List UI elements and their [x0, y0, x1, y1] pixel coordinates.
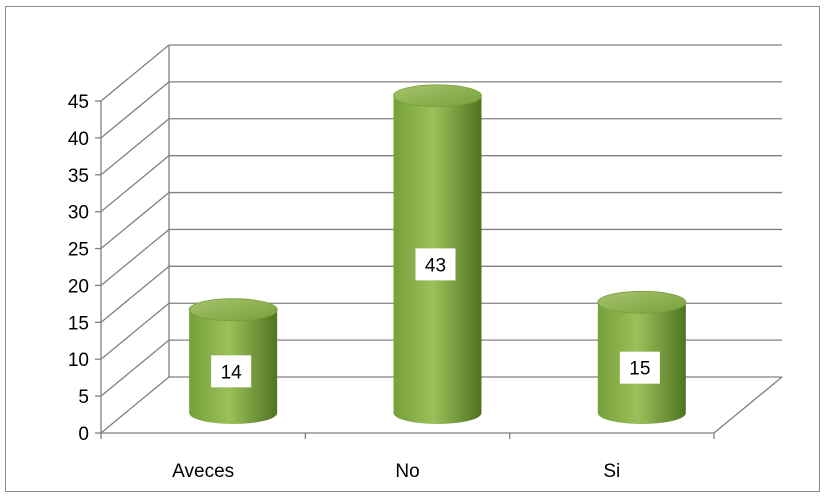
- y-tick-label: 15: [68, 313, 89, 334]
- bar-top-no: [393, 84, 482, 108]
- bar-top-si: [597, 290, 687, 314]
- gridline-side: [100, 81, 170, 139]
- bar-chart: 0 5 10 15 20 25 30 35 40 45 14 Aveces 43 No 15 Si: [68, 44, 783, 482]
- gridline-side: [100, 228, 170, 286]
- gridline-side: [100, 192, 170, 250]
- gridline-side: [100, 376, 170, 434]
- x-tick-label: Si: [603, 461, 620, 482]
- chart-frame: 0 5 10 15 20 25 30 35 40 45 14 Aveces 43 No 15 Si: [5, 6, 820, 492]
- x-tick-label: No: [395, 461, 419, 482]
- axes: 0 5 10 15 20 25 30 35 40 45: [68, 92, 715, 445]
- y-tick-label: 20: [68, 276, 89, 297]
- gridline-side: [100, 44, 170, 102]
- y-tick-label: 5: [78, 387, 89, 408]
- y-tick-label: 10: [68, 350, 89, 371]
- data-label: 43: [425, 255, 446, 276]
- data-label-box: [211, 355, 252, 388]
- y-tick-label: 0: [78, 424, 89, 445]
- gridline-side: [100, 339, 170, 397]
- data-label: 15: [629, 359, 650, 380]
- gridline-side: [100, 155, 170, 213]
- x-tick-label: Aveces: [172, 461, 234, 482]
- labels: 14 Aveces 43 No 15 Si: [172, 248, 660, 482]
- gridline-side: [100, 265, 170, 323]
- y-tick-label: 25: [68, 240, 89, 261]
- y-tick-label: 35: [68, 166, 89, 187]
- gridline-side: [100, 302, 170, 360]
- y-tick-label: 40: [68, 129, 89, 150]
- data-label: 14: [221, 362, 243, 383]
- data-label-box: [619, 351, 660, 384]
- gridline-side: [100, 118, 170, 176]
- floor-right-edge: [713, 376, 783, 434]
- y-tick-label: 30: [68, 203, 89, 224]
- bar-top-aveces: [188, 298, 278, 322]
- data-label-box: [415, 248, 456, 281]
- y-tick-label: 45: [68, 92, 89, 113]
